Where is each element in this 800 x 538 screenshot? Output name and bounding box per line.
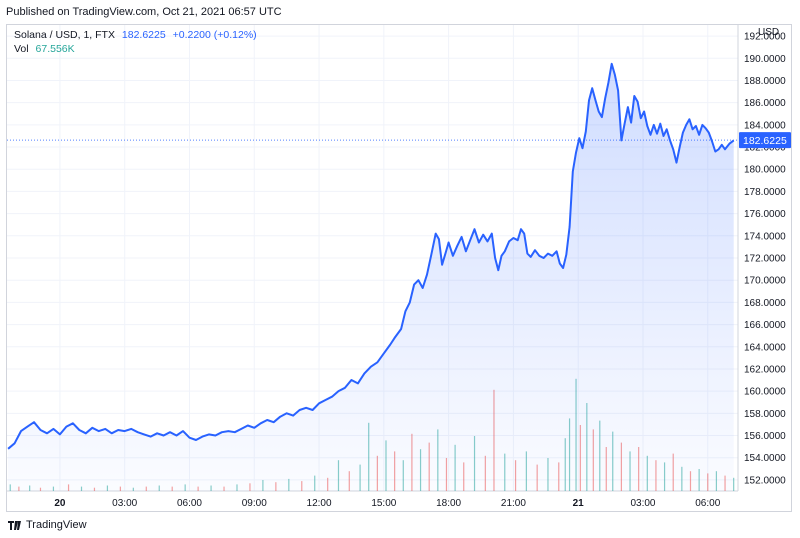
currency-label: USD: [758, 27, 779, 38]
y-tick-label: 170.0000: [744, 276, 786, 287]
legend-volume-label[interactable]: Vol: [14, 43, 29, 55]
legend-change: +0.2200 (+0.12%): [172, 29, 257, 41]
y-tick-label: 174.0000: [744, 231, 786, 242]
chart-frame[interactable]: 152.0000 154.0000 156.0000 158.0000 160.0000…: [6, 24, 792, 512]
y-tick-label: 192.0000: [744, 32, 786, 43]
y-tick-label: 160.0000: [744, 387, 786, 398]
footer-brand[interactable]: TradingView: [8, 519, 87, 531]
y-tick-label: 154.0000: [744, 453, 786, 464]
legend-volume-value: 67.556K: [35, 43, 75, 55]
x-tick-label: 21:00: [501, 498, 526, 509]
legend-row-price: Solana / USD, 1, FTX 182.6225 +0.2200 (+…: [14, 28, 257, 42]
y-tick-label: 176.0000: [744, 209, 786, 220]
y-tick-label: 184.0000: [744, 120, 786, 131]
price-line: [7, 62, 735, 450]
y-tick-label: 168.0000: [744, 298, 786, 309]
x-tick-label: 03:00: [112, 498, 137, 509]
legend-last-price: 182.6225: [121, 29, 166, 41]
y-tick-label: 172.0000: [744, 254, 786, 265]
x-tick-label: 06:00: [695, 498, 720, 509]
x-tick-label: 20: [54, 498, 66, 509]
x-tick-label: 06:00: [177, 498, 202, 509]
y-tick-label: 180.0000: [744, 165, 786, 176]
legend-symbol[interactable]: Solana / USD, 1, FTX: [14, 29, 115, 41]
y-tick-label: 186.0000: [744, 98, 786, 109]
x-tick-label: 09:00: [242, 498, 267, 509]
y-tick-label: 188.0000: [744, 76, 786, 87]
x-tick-label: 03:00: [630, 498, 655, 509]
footer-brand-label: TradingView: [26, 519, 87, 531]
y-tick-label: 164.0000: [744, 342, 786, 353]
last-price-badge: [739, 132, 791, 149]
x-tick-label: 21: [573, 498, 585, 509]
published-note: Published on TradingView.com, Oct 21, 20…: [6, 6, 282, 18]
y-tick-label: 178.0000: [744, 187, 786, 198]
chart-legend: Solana / USD, 1, FTX 182.6225 +0.2200 (+…: [14, 28, 257, 56]
x-tick-label: 18:00: [436, 498, 461, 509]
y-tick-label: 162.0000: [744, 364, 786, 375]
y-tick-label: 152.0000: [744, 475, 786, 486]
x-tick-label: 12:00: [307, 498, 332, 509]
y-tick-label: 158.0000: [744, 409, 786, 420]
y-tick-label: 190.0000: [744, 54, 786, 65]
price-area-fill: [8, 63, 734, 492]
tradingview-logo-icon: [8, 520, 21, 530]
legend-row-volume: Vol 67.556K: [14, 42, 257, 56]
y-tick-label: 166.0000: [744, 320, 786, 331]
y-tick-label: 156.0000: [744, 431, 786, 442]
x-tick-label: 15:00: [371, 498, 396, 509]
price-chart[interactable]: 152.0000 154.0000 156.0000 158.0000 160.0000…: [7, 25, 791, 511]
last-price-label: 182.6225: [743, 135, 787, 147]
